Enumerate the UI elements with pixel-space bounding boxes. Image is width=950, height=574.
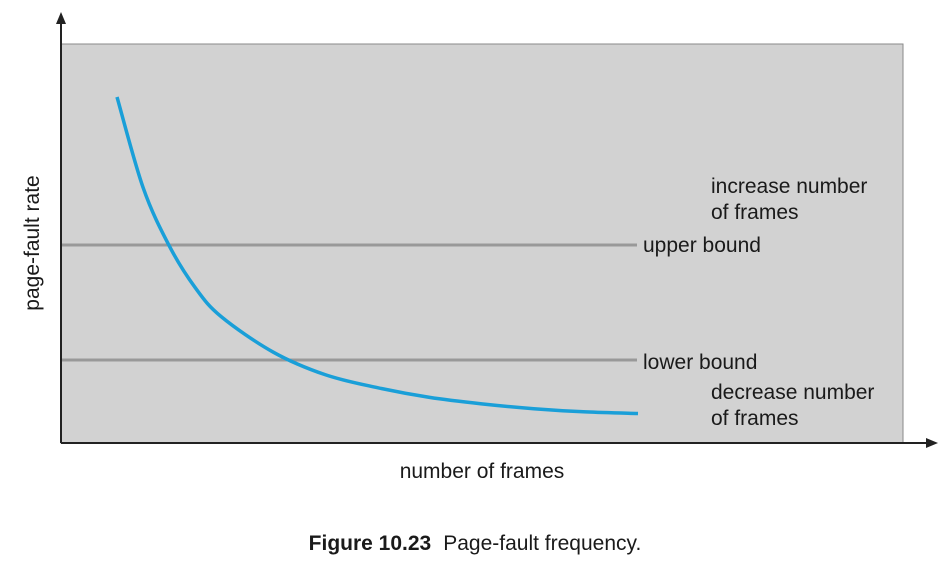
increase-annotation-line2: of frames (711, 201, 799, 224)
decrease-annotation-line2: of frames (711, 407, 799, 430)
lower-bound-label: lower bound (643, 351, 757, 374)
x-axis-label: number of frames (400, 460, 565, 483)
decrease-annotation-line1: decrease number (711, 381, 874, 404)
page-fault-curve (115, 96, 639, 416)
upper-bound-label: upper bound (643, 234, 761, 257)
y-axis-label: page-fault rate (21, 175, 44, 310)
figure-caption-text: Page-fault frequency. (443, 532, 642, 555)
y-axis-arrow (56, 12, 66, 24)
figure-caption: Figure 10.23 Page-fault frequency. (0, 532, 950, 556)
figure-number: Figure 10.23 (308, 532, 432, 555)
increase-annotation-line1: increase number (711, 175, 867, 198)
x-axis-arrow (926, 438, 938, 448)
